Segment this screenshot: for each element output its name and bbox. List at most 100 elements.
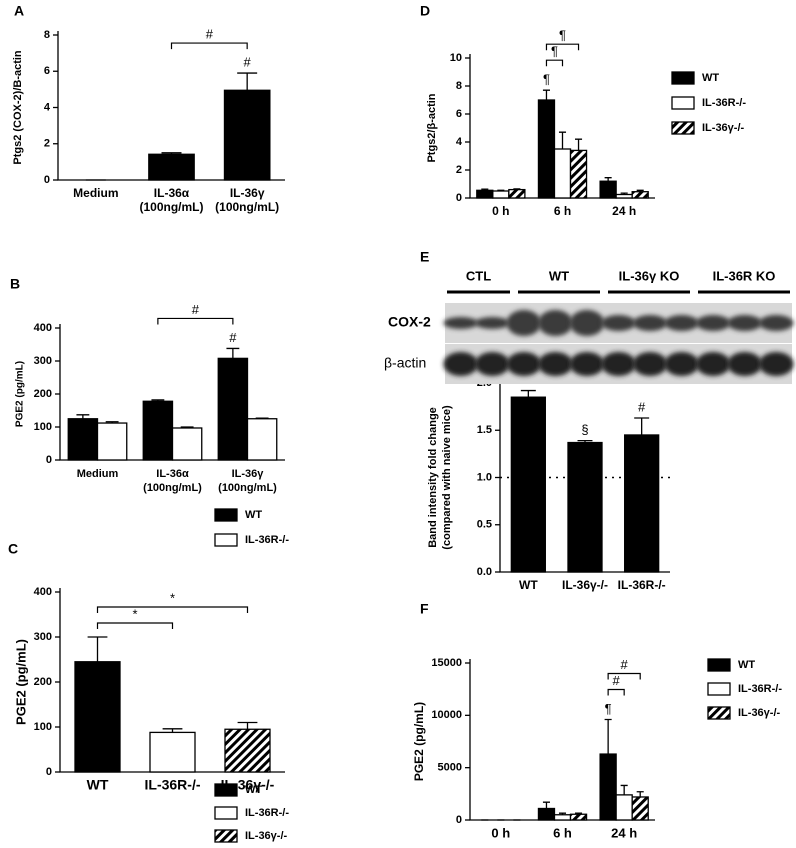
legend-swatch [671,71,695,85]
legend-swatch [671,96,695,110]
bar [569,813,588,821]
bar [615,193,633,199]
y-tick-label: 1.5 [477,424,492,436]
blot-band [601,315,636,331]
y-tick-label: 2 [44,138,50,150]
x-tick-label: Medium [77,468,119,480]
x-tick-label: 0 h [491,825,510,840]
annotation: § [581,422,588,437]
bar [624,434,660,573]
blot-band [632,315,668,331]
blot-group-label: IL-36γ KO [619,268,680,283]
y-axis-label: Band intensity fold change (compared with… [427,405,453,550]
bar [148,153,195,181]
legend-swatch [214,829,238,843]
annotation: ¶ [543,72,550,87]
annotation: # [192,302,200,317]
error-bar [604,718,612,755]
annotation: # [229,330,237,345]
bar [96,422,128,461]
blot-band [758,315,794,331]
x-tick-label: Medium [73,186,118,200]
blot-band [695,315,731,331]
error-bar [237,721,258,730]
error-bar [226,347,240,359]
error-bar [237,72,258,91]
bar [631,191,649,199]
blot-band [538,310,573,336]
y-tick-label: 300 [34,355,52,367]
blot-band [601,352,636,376]
y-tick-label: 5000 [438,762,462,774]
bar [224,728,271,773]
x-tick-label: IL-36γ (100ng/mL) [218,468,277,494]
y-axis-label: PGE2 (pg/mL) [15,361,26,427]
bar [537,99,556,199]
legend-label: IL-36γ-/- [245,830,288,842]
bar [476,189,494,199]
y-axis-label: Ptgs2 (COX-2)/B-actin [12,50,24,165]
legend-swatch [214,508,238,522]
blot-band [758,352,794,376]
x-tick-label: 24 h [612,204,636,218]
y-tick-label: 4 [456,136,463,148]
y-tick-label: 4 [44,101,51,113]
annotation: # [638,399,646,414]
blot-band [474,317,510,329]
y-tick-label: 2 [456,164,462,176]
legend-swatch [671,121,695,135]
legend-swatch [214,806,238,820]
bar [553,148,572,199]
legend-label: IL-36γ-/- [702,122,745,134]
bar [223,89,271,181]
legend-label: IL-36R-/- [245,534,289,546]
legend-label: IL-36γ-/- [738,707,781,719]
bar [631,796,649,821]
x-tick-label: IL-36R-/- [145,777,201,793]
error-bar [636,791,644,797]
bar [537,807,556,821]
y-tick-label: 15000 [431,657,462,669]
annotation: ¶ [559,28,566,43]
error-bar [87,636,108,662]
y-tick-label: 200 [34,388,52,400]
y-tick-label: 0 [456,814,462,826]
y-tick-label: 0 [46,766,52,778]
bar [553,814,572,821]
bar [510,396,546,573]
blot-group-label: CTL [466,268,491,283]
bar [171,427,203,461]
bar [74,661,121,773]
bar [246,418,278,461]
y-tick-label: 200 [34,676,52,688]
panel-letter: E [420,249,429,265]
y-tick-label: 6 [44,65,50,77]
y-tick-label: 0 [46,454,52,466]
legend-label: WT [702,72,719,84]
y-tick-label: 0 [456,192,462,204]
bracket [96,606,249,613]
bar [567,441,603,573]
y-tick-label: 0 [44,174,50,186]
bar [599,753,617,821]
x-tick-label: IL-36R-/- [618,578,666,592]
error-bar [542,801,550,809]
legend-swatch [707,658,731,672]
y-tick-label: 300 [34,631,52,643]
annotation: # [206,27,214,42]
bracket [607,688,625,696]
bar [599,180,617,199]
blot-band [569,352,605,376]
bracket [96,622,174,629]
annotation: # [244,55,252,70]
blot-band [474,352,510,376]
blot-band [727,315,763,331]
x-tick-label: IL-36α (100ng/mL) [139,186,203,214]
error-bar [575,138,583,151]
legend-swatch [214,783,238,797]
y-tick-label: 400 [34,586,52,598]
x-tick-label: 0 h [492,204,509,218]
panel-letter: C [8,541,18,557]
bar [615,794,633,821]
x-tick-label: IL-36γ-/- [562,578,608,592]
